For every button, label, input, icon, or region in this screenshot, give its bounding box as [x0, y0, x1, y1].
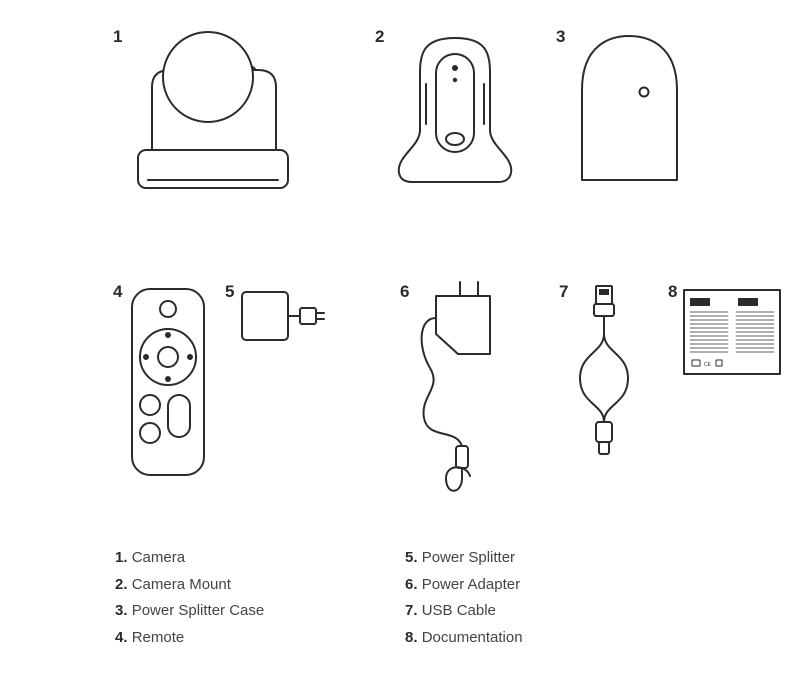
legend-item-7: 7. USB Cable: [405, 600, 675, 623]
legend-item-4: 4. Remote: [115, 627, 405, 650]
legend-item-8: 8. Documentation: [405, 627, 675, 650]
svg-text:CE: CE: [704, 362, 712, 368]
item-number-5: 5: [225, 282, 234, 302]
package-contents-diagram: 1 2 3 4 5 6 7 8: [0, 0, 810, 676]
item-number-1: 1: [113, 27, 122, 47]
camera-icon: [130, 22, 300, 197]
legend-item-1: 1. Camera: [115, 547, 405, 570]
power-adapter-icon: [412, 278, 532, 508]
power-splitter-case-icon: [572, 30, 687, 190]
power-splitter-icon: [238, 288, 328, 348]
remote-icon: [128, 285, 208, 480]
legend-item-3: 3. Power Splitter Case: [115, 600, 405, 623]
item-number-8: 8: [668, 282, 677, 302]
legend-col-right: 5. Power Splitter 6. Power Adapter 7. US…: [405, 547, 675, 649]
legend-item-2: 2. Camera Mount: [115, 574, 405, 597]
item-number-7: 7: [559, 282, 568, 302]
item-number-4: 4: [113, 282, 122, 302]
documentation-icon: CE: [682, 288, 782, 376]
item-number-6: 6: [400, 282, 409, 302]
legend: 1. Camera 2. Camera Mount 3. Power Split…: [115, 547, 675, 649]
usb-cable-icon: [574, 282, 634, 482]
camera-mount-icon: [390, 32, 520, 192]
item-number-3: 3: [556, 27, 565, 47]
legend-item-5: 5. Power Splitter: [405, 547, 675, 570]
item-number-2: 2: [375, 27, 384, 47]
legend-col-left: 1. Camera 2. Camera Mount 3. Power Split…: [115, 547, 405, 649]
legend-item-6: 6. Power Adapter: [405, 574, 675, 597]
